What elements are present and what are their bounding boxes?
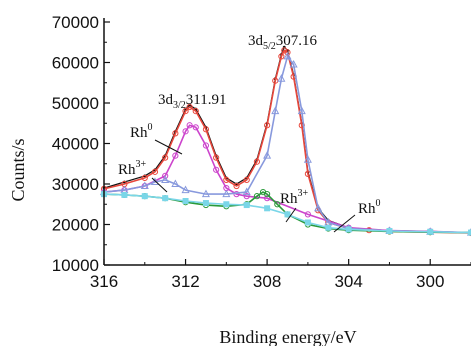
annotation-arrow — [151, 177, 168, 193]
series-1-point — [243, 176, 250, 184]
series-5-point — [325, 224, 332, 231]
annotation-rh3_right: Rh3+ — [280, 188, 309, 207]
y-tick-label: 60000 — [52, 54, 99, 73]
series-5-point — [427, 228, 434, 235]
series-5-line — [103, 193, 471, 234]
x-tick-label: 312 — [171, 272, 199, 291]
series-1-point — [272, 77, 279, 84]
series-5-point — [121, 191, 128, 198]
series-3-point — [222, 189, 231, 198]
series-5-point — [162, 195, 169, 202]
series-4-point — [264, 191, 271, 198]
series-3-point — [283, 51, 292, 60]
annotation-peak_52: 3d5/2307.16 — [248, 33, 318, 52]
series-3-point — [277, 74, 286, 82]
series-5-point — [141, 193, 148, 200]
annotation-arrow — [154, 139, 183, 155]
series-2-point — [213, 166, 220, 173]
annotation-rh0_left: Rh0 — [130, 122, 153, 141]
series-3-point — [271, 106, 280, 115]
x-tick-label: 300 — [416, 272, 444, 291]
x-tick-label: 316 — [90, 272, 118, 291]
series-1-point — [278, 53, 285, 60]
series-1-point — [253, 158, 261, 165]
series-2-point — [186, 122, 193, 129]
annotation-rh0_right: Rh0 — [358, 198, 381, 217]
annotation-rh3_left: Rh3+ — [118, 159, 147, 178]
series-3-point — [242, 187, 251, 196]
series-1-point — [281, 47, 288, 54]
series-4-point — [274, 201, 281, 208]
series-2-point — [192, 124, 199, 131]
series-5-point — [468, 229, 471, 236]
series-1-point — [213, 154, 220, 161]
series-3-point — [201, 189, 210, 198]
series-5-point — [284, 211, 291, 218]
series-1-point — [264, 122, 271, 129]
y-tick-label: 50000 — [52, 94, 99, 113]
series-1-point — [192, 108, 199, 115]
x-tick-label: 308 — [253, 272, 281, 291]
series-2-point — [182, 128, 189, 135]
series-2-point — [202, 142, 210, 149]
series-2-point — [172, 152, 179, 159]
series-3-point — [303, 155, 312, 163]
series-3-point — [314, 203, 323, 212]
series-5-point — [345, 226, 352, 233]
x-axis-title: Binding energy/eV — [219, 327, 356, 346]
annotation-arrow — [285, 207, 297, 223]
series-2-point — [304, 211, 311, 218]
y-tick-label: 10000 — [52, 256, 99, 275]
series-5-point — [182, 198, 189, 205]
series-4-point — [253, 193, 261, 200]
series-3-line — [103, 54, 471, 234]
series-5-point — [243, 202, 250, 209]
series-1-point — [186, 103, 193, 111]
y-tick-label: 20000 — [52, 216, 99, 235]
series-1-point — [284, 49, 291, 56]
annotation-layer: 3d5/2307.16 3d3/2311.91 Rh0 Rh3+ Rh3+ Rh0 — [118, 33, 381, 233]
series-1-point — [233, 182, 240, 190]
series-2-point — [264, 195, 271, 202]
series-3-point — [181, 185, 190, 194]
series-2 — [100, 122, 471, 236]
series-5-point — [304, 219, 311, 226]
annotation-arrow — [333, 214, 356, 233]
y-tick-label: 40000 — [52, 135, 99, 154]
series-3-point — [140, 181, 149, 190]
y-axis-title: Counts/s — [8, 138, 28, 201]
x-tick-label: 304 — [334, 272, 362, 291]
series-3-point — [263, 151, 272, 159]
series-5-point — [264, 205, 271, 212]
series-1-point — [141, 174, 148, 182]
series-5-point — [386, 227, 393, 234]
annotation-peak_32: 3d3/2311.91 — [158, 92, 226, 111]
series-1-point — [172, 130, 179, 137]
series-3-point — [171, 179, 180, 187]
series-1-point — [223, 176, 230, 184]
series-3-point — [150, 177, 160, 185]
series-2-point — [243, 193, 250, 200]
series-5-point — [202, 200, 209, 207]
series-1 — [100, 47, 471, 237]
y-tick-label: 70000 — [52, 13, 99, 32]
series-1-point — [151, 168, 159, 175]
series-5-point — [223, 201, 230, 208]
series-3 — [99, 51, 471, 236]
series-2-point — [162, 172, 169, 179]
series-3-point — [289, 59, 298, 68]
series-3-point — [297, 106, 306, 115]
series-3-point — [161, 175, 170, 183]
y-tick-label: 30000 — [52, 175, 99, 194]
series-1-point — [162, 154, 169, 161]
axes-layer: 10000 20000 30000 40000 50000 60000 70000 316 31… — [52, 13, 471, 291]
series-1-point — [182, 108, 189, 115]
series-1-point — [202, 126, 210, 133]
